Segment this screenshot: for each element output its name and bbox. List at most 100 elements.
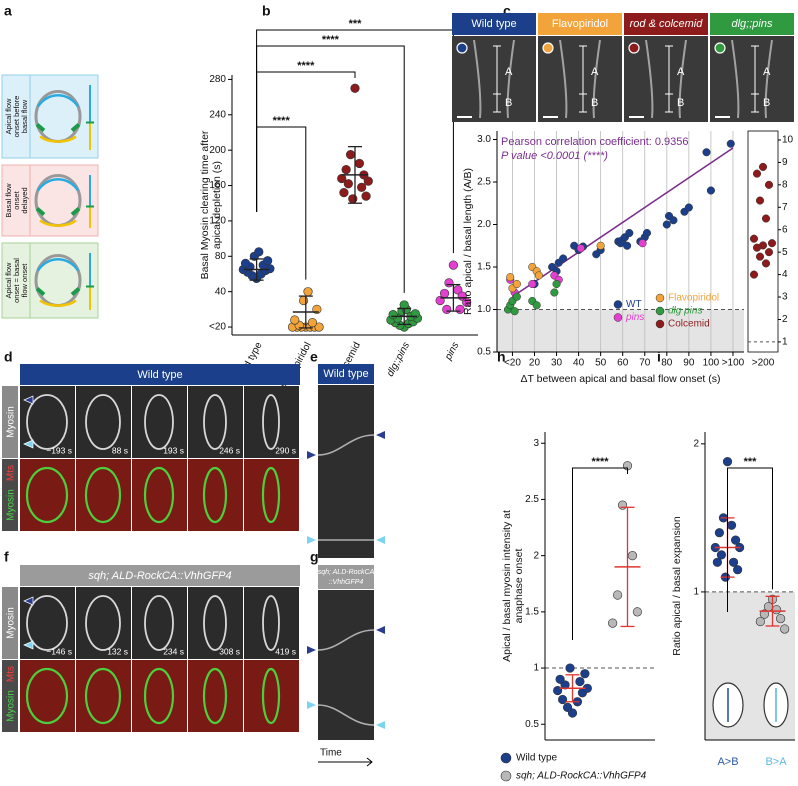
time-label: −193 s — [46, 445, 72, 455]
flow-arrow — [39, 135, 77, 143]
data-point — [240, 258, 251, 268]
micrograph — [132, 459, 187, 531]
data-point — [350, 83, 360, 93]
flow-arrow — [36, 94, 80, 108]
data-point — [348, 194, 358, 204]
length-label: B — [591, 97, 598, 109]
cell-outline — [25, 466, 69, 524]
annotation: Pearson correlation coefficient: 0.9356 — [501, 136, 689, 148]
cell-outline — [85, 595, 121, 651]
significance-bracket — [727, 467, 773, 612]
data-point — [555, 674, 565, 684]
y-tick-label: 1 — [782, 337, 788, 348]
data-point — [562, 702, 573, 713]
significance-label: **** — [297, 60, 315, 72]
micrograph — [20, 660, 75, 732]
data-point — [771, 605, 782, 615]
y-axis-label: anaphase onset — [513, 549, 525, 624]
cell-outline — [25, 667, 69, 725]
time-label: 308 s — [219, 646, 240, 656]
row-label: Myosin — [6, 607, 17, 639]
y-tick-label: 5 — [782, 247, 788, 258]
time-label: 193 s — [163, 445, 184, 455]
data-point — [575, 676, 585, 687]
data-point — [733, 565, 743, 575]
cell-outline — [261, 667, 281, 725]
data-point — [343, 179, 353, 189]
y-tick-label: 80 — [215, 251, 227, 262]
data-point — [632, 607, 643, 617]
panel-label: f — [4, 549, 9, 565]
cell-outline — [144, 394, 174, 450]
y-axis-label: apical depletion (s) — [211, 161, 223, 249]
length-label: A — [763, 66, 771, 78]
length-bar — [665, 45, 673, 113]
time-label: 132 s — [107, 646, 128, 656]
data-point — [307, 318, 318, 328]
data-point — [730, 535, 741, 545]
arrowhead — [307, 646, 316, 654]
cell-outline — [473, 39, 515, 119]
data-point — [559, 254, 568, 263]
data-point — [759, 609, 770, 619]
data-point — [354, 158, 365, 169]
legend-label: sqh; ALD-RockCA::VhhGFP4 — [516, 771, 647, 782]
time-label: 234 s — [163, 646, 184, 656]
scheme-text: basal flow — [20, 99, 29, 133]
cell-outline — [143, 667, 175, 725]
data-point — [557, 694, 568, 705]
row-label-bg — [2, 660, 18, 732]
legend-marker — [613, 300, 623, 309]
myosin — [70, 206, 81, 217]
legend-marker — [655, 306, 665, 316]
micrograph — [132, 386, 187, 458]
cell-outline — [85, 394, 121, 450]
data-point — [623, 241, 632, 250]
arrowhead — [376, 721, 385, 729]
arrowhead — [376, 431, 385, 439]
cell-outline — [26, 394, 68, 450]
legend-marker — [655, 293, 665, 303]
cell-outline — [144, 595, 174, 651]
micrograph — [244, 386, 299, 458]
cell-outline — [202, 667, 228, 725]
y-tick-label: 1 — [533, 663, 539, 674]
data-point — [298, 295, 309, 306]
data-point — [780, 624, 790, 634]
arrowhead — [307, 536, 316, 544]
data-point — [444, 278, 454, 288]
scheme-text: Apical flow — [4, 98, 13, 134]
cell-outline — [143, 466, 175, 524]
arrowhead — [23, 439, 34, 449]
scheme-text: Apical flow — [4, 262, 13, 298]
y-tick-label: 2.5 — [525, 494, 539, 505]
y-tick-label: 2 — [533, 550, 539, 561]
arrowhead — [376, 626, 385, 634]
length-bar — [751, 45, 759, 113]
panel-header — [20, 565, 300, 586]
row-label-bg — [2, 587, 18, 659]
cell-outline — [261, 466, 281, 524]
data-point — [761, 259, 771, 268]
scheme-box — [1, 74, 99, 159]
cell-outline — [203, 394, 227, 450]
scheme-text: onset before — [12, 96, 21, 138]
y-tick-label: 2 — [782, 314, 788, 325]
time-label: 246 s — [219, 445, 240, 455]
data-point — [726, 520, 737, 530]
cell-outline — [26, 595, 68, 651]
data-point — [642, 228, 652, 238]
panel-label: g — [310, 549, 319, 565]
data-point — [758, 162, 768, 171]
flow-arrow — [39, 219, 77, 227]
x-axis-label: ΔT between apical and basal flow onset (… — [520, 373, 720, 385]
micrograph — [76, 459, 131, 531]
flow-arrow — [36, 178, 80, 192]
legend-label: Flavopiridol — [668, 293, 719, 304]
data-point — [552, 279, 561, 289]
row-label: Mts — [6, 666, 17, 682]
data-point — [764, 180, 774, 189]
x-tick-label: 20 — [529, 358, 541, 369]
panel-header — [318, 565, 374, 589]
